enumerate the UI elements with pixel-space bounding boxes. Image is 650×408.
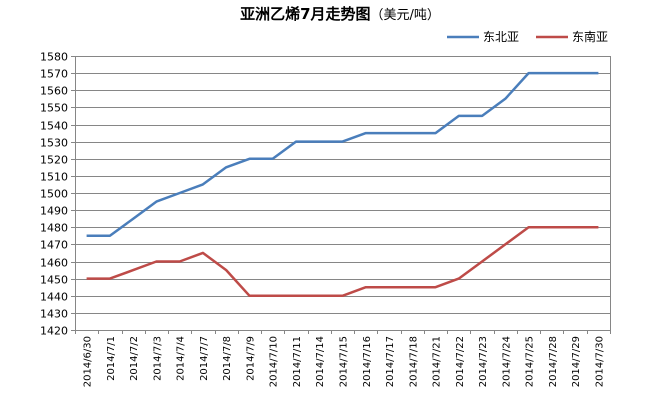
- y-tick-label: 1460: [40, 257, 68, 270]
- x-tick-label: 2014/7/18: [408, 336, 419, 387]
- x-tick-label: 2014/7/4: [176, 336, 187, 381]
- x-tick-label: 2014/7/24: [501, 336, 512, 387]
- x-tick-label: 2014/7/8: [222, 336, 233, 381]
- y-tick-label: 1560: [40, 85, 68, 98]
- y-tick-label: 1430: [40, 308, 68, 321]
- x-tick-label: 2014/6/30: [83, 336, 94, 387]
- y-tick-label: 1510: [40, 171, 68, 184]
- y-tick-label: 1470: [40, 239, 68, 252]
- x-tick-label: 2014/7/11: [292, 336, 303, 387]
- series-line-1: [86, 71, 599, 238]
- x-tick-label: 2014/7/25: [525, 336, 536, 387]
- y-tick-label: 1490: [40, 205, 68, 218]
- x-tick-label: 2014/7/22: [455, 336, 466, 387]
- x-tick-label: 2014/7/2: [129, 336, 140, 381]
- y-tick-label: 1420: [40, 325, 68, 338]
- plot-area: 1420 1430 1440 1450 1460 1470 1480 1490 1500 1510…: [40, 51, 611, 387]
- x-tick-label: 2014/7/17: [385, 336, 396, 387]
- y-tick-label: 1450: [40, 274, 68, 287]
- x-tick-label: 2014/7/23: [478, 336, 489, 387]
- legend-label: 东南亚: [572, 29, 608, 44]
- x-tick-label: 2014/7/28: [548, 336, 559, 387]
- x-tick-label: 2014/7/9: [245, 336, 256, 381]
- x-tick-label: 2014/7/7: [199, 336, 210, 381]
- y-tick-label: 1440: [40, 291, 68, 304]
- y-tick-label: 1550: [40, 102, 68, 115]
- y-tick-label: 1540: [40, 120, 68, 133]
- y-tick-label: 1500: [40, 188, 68, 201]
- x-tick-label: 2014/7/10: [269, 336, 280, 387]
- y-tick-label: 1530: [40, 137, 68, 150]
- y-tick-label: 1480: [40, 222, 68, 235]
- legend: 东北亚 东南亚: [447, 29, 608, 44]
- y-tick-label: 1580: [40, 51, 68, 64]
- x-tick-label: 2014/7/1: [106, 336, 117, 381]
- series-line-2: [86, 226, 599, 298]
- chart-title: 亚洲乙烯7月走势图（美元/吨）: [240, 5, 440, 23]
- x-tick-label: 2014/7/14: [315, 336, 326, 387]
- legend-label: 东北亚: [483, 30, 519, 44]
- x-tick-label: 2014/7/21: [432, 336, 443, 387]
- chart-title-main: 亚洲乙烯7月走势图: [240, 5, 370, 23]
- x-tick-label: 2014/7/16: [362, 336, 373, 387]
- x-tick-label: 2014/7/15: [339, 336, 350, 387]
- chart-title-unit: （美元/吨）: [371, 8, 440, 23]
- y-tick-label: 1570: [40, 68, 68, 81]
- x-tick-label: 2014/7/29: [571, 336, 582, 387]
- x-tick-label: 2014/7/30: [594, 336, 605, 387]
- x-tick-label: 2014/7/3: [152, 336, 163, 381]
- y-tick-label: 1520: [40, 154, 68, 167]
